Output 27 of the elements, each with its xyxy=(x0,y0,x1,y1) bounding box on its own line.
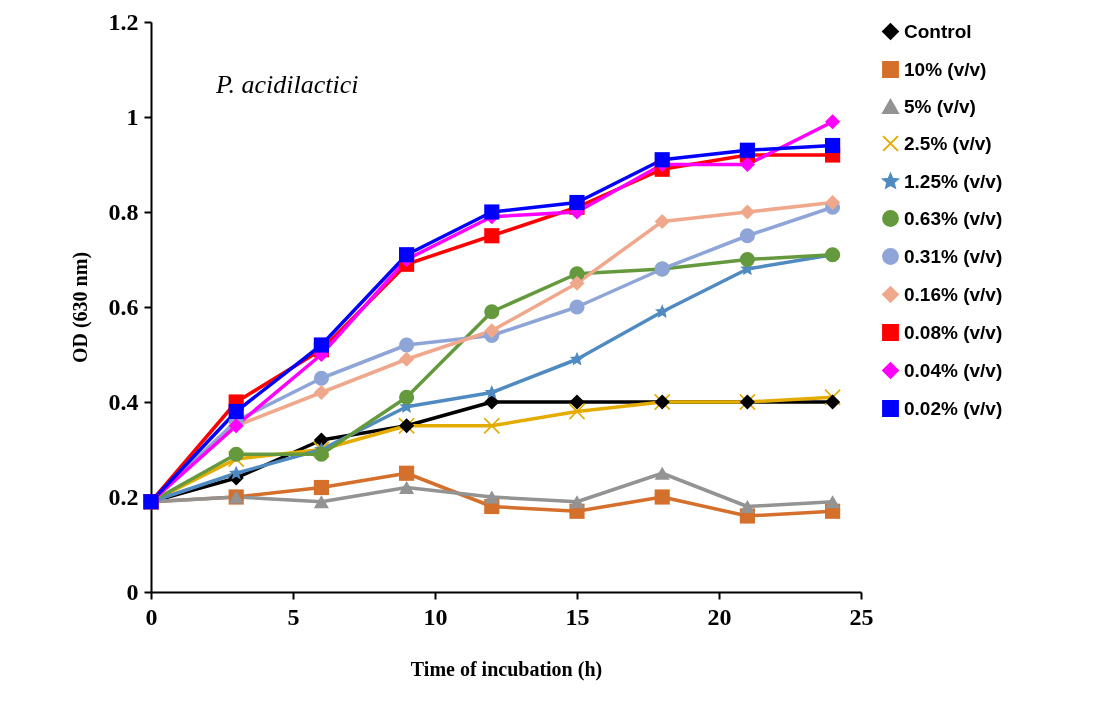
x-tick-label: 10 xyxy=(423,603,448,630)
legend-label: 0.08% (v/v) xyxy=(904,321,1003,343)
legend-label: 2.5% (v/v) xyxy=(904,132,992,154)
x-tick-label: 20 xyxy=(707,603,732,630)
x-axis-title: Time of incubation (h) xyxy=(410,657,603,681)
legend-label: 10% (v/v) xyxy=(904,58,987,80)
legend-label: 1.25% (v/v) xyxy=(904,170,1003,192)
x-tick-label: 15 xyxy=(565,603,590,630)
y-tick-label: 1 xyxy=(126,103,139,130)
y-tick-label: 0.4 xyxy=(108,388,139,415)
y-axis-title: OD (630 nm) xyxy=(68,251,92,364)
y-tick-label: 0.2 xyxy=(108,483,139,510)
legend-label: 0.63% (v/v) xyxy=(904,207,1003,229)
y-tick-label: 0.8 xyxy=(108,198,139,225)
legend-label: 0.04% (v/v) xyxy=(904,359,1003,381)
annotation: P. acidilactici xyxy=(215,70,359,99)
legend-label: Control xyxy=(904,20,972,42)
y-tick-label: 0.6 xyxy=(108,293,139,320)
legend-label: 0.31% (v/v) xyxy=(904,245,1003,267)
y-tick-label: 0 xyxy=(126,578,139,605)
legend-label: 5% (v/v) xyxy=(904,95,976,117)
legend-label: 0.16% (v/v) xyxy=(904,283,1003,305)
legend-label: 0.02% (v/v) xyxy=(904,397,1003,419)
x-tick-label: 5 xyxy=(287,603,300,630)
y-tick-label: 1.2 xyxy=(108,8,139,35)
x-tick-label: 25 xyxy=(849,603,874,630)
x-tick-label: 0 xyxy=(145,603,158,630)
